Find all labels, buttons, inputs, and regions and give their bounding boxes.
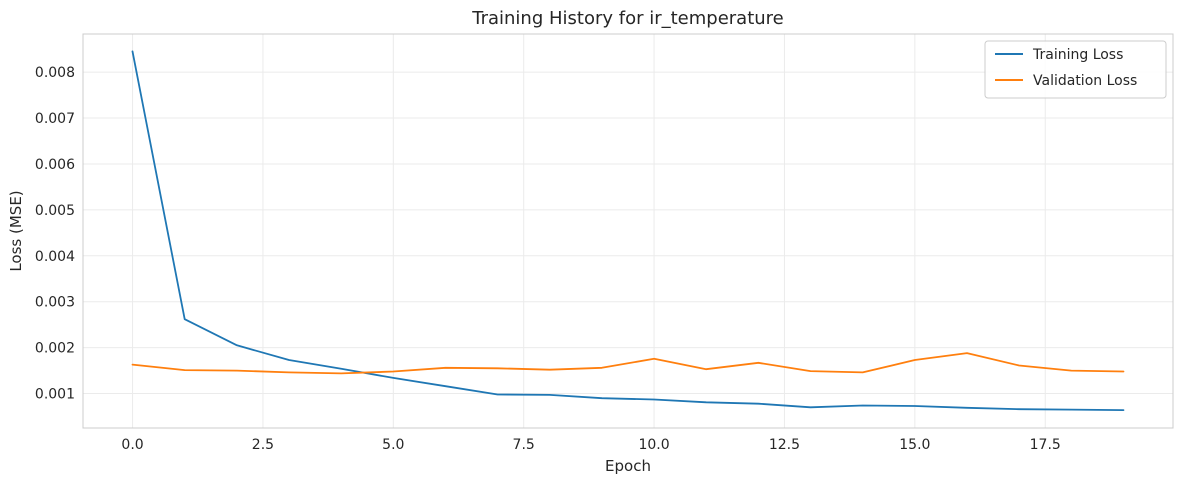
grid xyxy=(83,34,1173,428)
x-tick-label: 15.0 xyxy=(899,437,930,453)
x-tick-label: 7.5 xyxy=(513,437,535,453)
x-axis-title: Epoch xyxy=(605,457,651,475)
y-tick-label: 0.005 xyxy=(35,203,75,219)
plot-area-frame xyxy=(82,33,1174,429)
chart-title: Training History for ir_temperature xyxy=(471,8,784,29)
y-tick-label: 0.006 xyxy=(35,157,75,173)
y-tick-label: 0.002 xyxy=(35,341,75,357)
training-loss-line xyxy=(131,50,1125,412)
x-tick-label: 17.5 xyxy=(1030,437,1061,453)
y-tick-label: 0.008 xyxy=(35,65,75,81)
x-tick-label: 2.5 xyxy=(252,437,274,453)
y-tick-label: 0.001 xyxy=(35,387,75,403)
y-tick-label: 0.003 xyxy=(35,295,75,311)
y-tick-label: 0.004 xyxy=(35,249,75,265)
x-tick-label: 0.0 xyxy=(121,437,143,453)
x-tick-label: 12.5 xyxy=(769,437,800,453)
tick-labels: 0.0 2.5 5.0 7.5 10.0 12.5 15.0 17.5 0.001 0.002 0.… xyxy=(35,65,1061,453)
legend-box xyxy=(984,40,1167,99)
x-tick-label: 10.0 xyxy=(638,437,669,453)
y-axis-title: Loss (MSE) xyxy=(7,190,25,271)
legend-label-training-loss: Training Loss xyxy=(1032,47,1123,63)
x-tick-label: 5.0 xyxy=(382,437,404,453)
legend: Training Loss Validation Loss xyxy=(984,40,1167,99)
series-layer xyxy=(131,50,1125,412)
validation-loss-line xyxy=(131,352,1125,375)
legend-label-validation-loss: Validation Loss xyxy=(1033,73,1137,89)
y-tick-label: 0.007 xyxy=(35,111,75,127)
